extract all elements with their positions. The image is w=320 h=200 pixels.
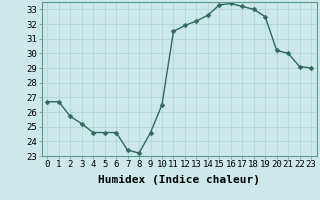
X-axis label: Humidex (Indice chaleur): Humidex (Indice chaleur) [98,175,260,185]
